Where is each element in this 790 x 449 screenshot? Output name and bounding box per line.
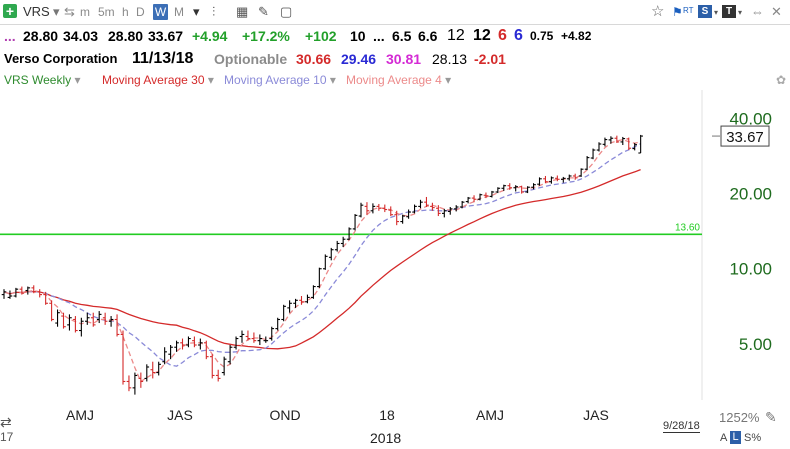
ma30-line	[3, 168, 641, 350]
draw-icon[interactable]: ✎	[258, 4, 269, 19]
palette-icon[interactable]: ✿	[776, 73, 787, 87]
s-badge[interactable]: S	[698, 5, 712, 18]
info-v4: 28.13	[432, 51, 468, 67]
t-dropdown-icon[interactable]: ▾	[738, 8, 743, 17]
toolbar: + VRS ▾ ⇆ m 5m h D W M ▾ ⫶ ▦ ✎ ▢ ☆ ⚑ RT …	[0, 0, 790, 25]
star-icon[interactable]: ☆	[651, 3, 665, 20]
quote-change-pct: +17.2%	[242, 28, 290, 44]
legend-item-vrs-weekly[interactable]: VRS Weekly ▾	[4, 73, 81, 87]
percent-scale-button[interactable]: S%	[744, 432, 762, 444]
quote-f9: 0.75	[530, 29, 554, 43]
x-tick-label: AMJ	[66, 407, 94, 423]
legend-label: Moving Average 4	[346, 73, 442, 87]
edit-icon[interactable]: ✎	[765, 409, 777, 425]
timeframe-5m[interactable]: 5m	[98, 5, 115, 19]
timeframe-h[interactable]: h	[122, 5, 129, 19]
legend-item-ma10[interactable]: Moving Average 10 ▾	[224, 73, 336, 87]
symbol-label[interactable]: VRS	[23, 4, 50, 19]
quote-extra: +102	[305, 28, 337, 44]
flag-icon[interactable]: ⚑	[672, 5, 683, 19]
quote-low: 28.80	[108, 28, 144, 44]
grid-icon[interactable]: ▦	[236, 4, 249, 19]
quote-change: +4.94	[192, 28, 228, 44]
ma4-line	[3, 138, 641, 383]
quote-f1: 10	[350, 28, 366, 44]
quote-open: 28.80	[23, 28, 59, 44]
company-name: Verso Corporation	[4, 51, 118, 66]
legend-item-ma4[interactable]: Moving Average 4 ▾	[346, 73, 452, 87]
quote-high: 34.03	[63, 28, 99, 44]
quote-f4: 6.6	[418, 28, 438, 44]
s-dropdown-icon[interactable]: ▾	[714, 8, 719, 17]
last-price-box	[720, 125, 770, 147]
timeframe-d[interactable]: D	[136, 5, 145, 19]
quote-f2: ...	[373, 28, 385, 44]
y-tick-label: 10.00	[729, 260, 772, 279]
zoom-level[interactable]: 1252%	[719, 410, 760, 425]
x-tick-label: JAS	[167, 407, 193, 423]
legend-label: Moving Average 30	[102, 73, 205, 87]
timeframe-w[interactable]: W	[153, 4, 168, 20]
quote-f7: 6	[498, 27, 507, 44]
info-bar: Verso Corporation 11/13/18 Optionable 30…	[0, 48, 790, 70]
ma10-line	[3, 143, 641, 367]
legend-item-ma30[interactable]: Moving Average 30 ▾	[102, 73, 214, 87]
quote-f8: 6	[514, 27, 523, 44]
optionable-label: Optionable	[214, 51, 288, 67]
info-v3: 30.81	[386, 51, 422, 67]
timeframe-m-monthly[interactable]: M	[174, 5, 184, 19]
info-v1: 30.66	[296, 51, 332, 67]
x-tick-label: OND	[269, 407, 300, 423]
x-tick-label: AMJ	[476, 407, 504, 423]
horizontal-level-label: 13.60	[675, 222, 700, 233]
rt-badge[interactable]: RT	[683, 6, 694, 15]
chevron-down-icon[interactable]: ▾	[53, 4, 60, 19]
date-label: 9/28/18	[663, 420, 700, 433]
quote-close: 33.67	[148, 28, 184, 44]
y-tick-label: 40.00	[729, 109, 772, 128]
year-label: 2018	[370, 430, 402, 446]
x-tick-label: 18	[379, 407, 395, 423]
y-tick-label: 5.00	[739, 335, 772, 354]
x-tick-label: JAS	[583, 407, 609, 423]
quote-f5: 12	[447, 27, 465, 44]
note-icon[interactable]: ▢	[280, 4, 293, 19]
year-partial-label: 17	[0, 430, 14, 444]
t-badge[interactable]: T	[722, 5, 736, 18]
timeframe-m[interactable]: m	[80, 5, 90, 19]
legend-label: Moving Average 10	[224, 73, 327, 87]
quote-f6: 12	[473, 27, 491, 44]
close-icon[interactable]: ✕	[771, 4, 782, 19]
expand-icon[interactable]: ⇔	[751, 4, 764, 19]
add-icon[interactable]: +	[3, 4, 17, 18]
auto-scale-button[interactable]: A	[720, 432, 728, 444]
log-scale-button[interactable]: L	[730, 431, 741, 444]
info-v5: -2.01	[474, 51, 506, 67]
quote-f10: +4.82	[561, 29, 592, 43]
quote-f3: 6.5	[392, 28, 412, 44]
chart-type-icon[interactable]: ⫶	[212, 4, 216, 19]
legend-label: VRS Weekly	[4, 73, 72, 87]
refresh-icon[interactable]: ⇄	[0, 414, 12, 430]
timeframe-dropdown-icon[interactable]: ▾	[193, 4, 200, 19]
legend: VRS Weekly ▾ Moving Average 30 ▾ Moving …	[0, 71, 790, 89]
quote-dots: ...	[4, 28, 16, 44]
info-date: 11/13/18	[132, 50, 194, 67]
last-price-label: 33.67	[726, 129, 764, 146]
link-icon[interactable]: ⇆	[64, 4, 75, 19]
info-v2: 29.46	[341, 51, 377, 67]
quote-bar: ... 28.80 34.03 28.80 33.67 +4.94 +17.2%…	[0, 25, 790, 47]
y-tick-label: 20.00	[729, 185, 772, 204]
